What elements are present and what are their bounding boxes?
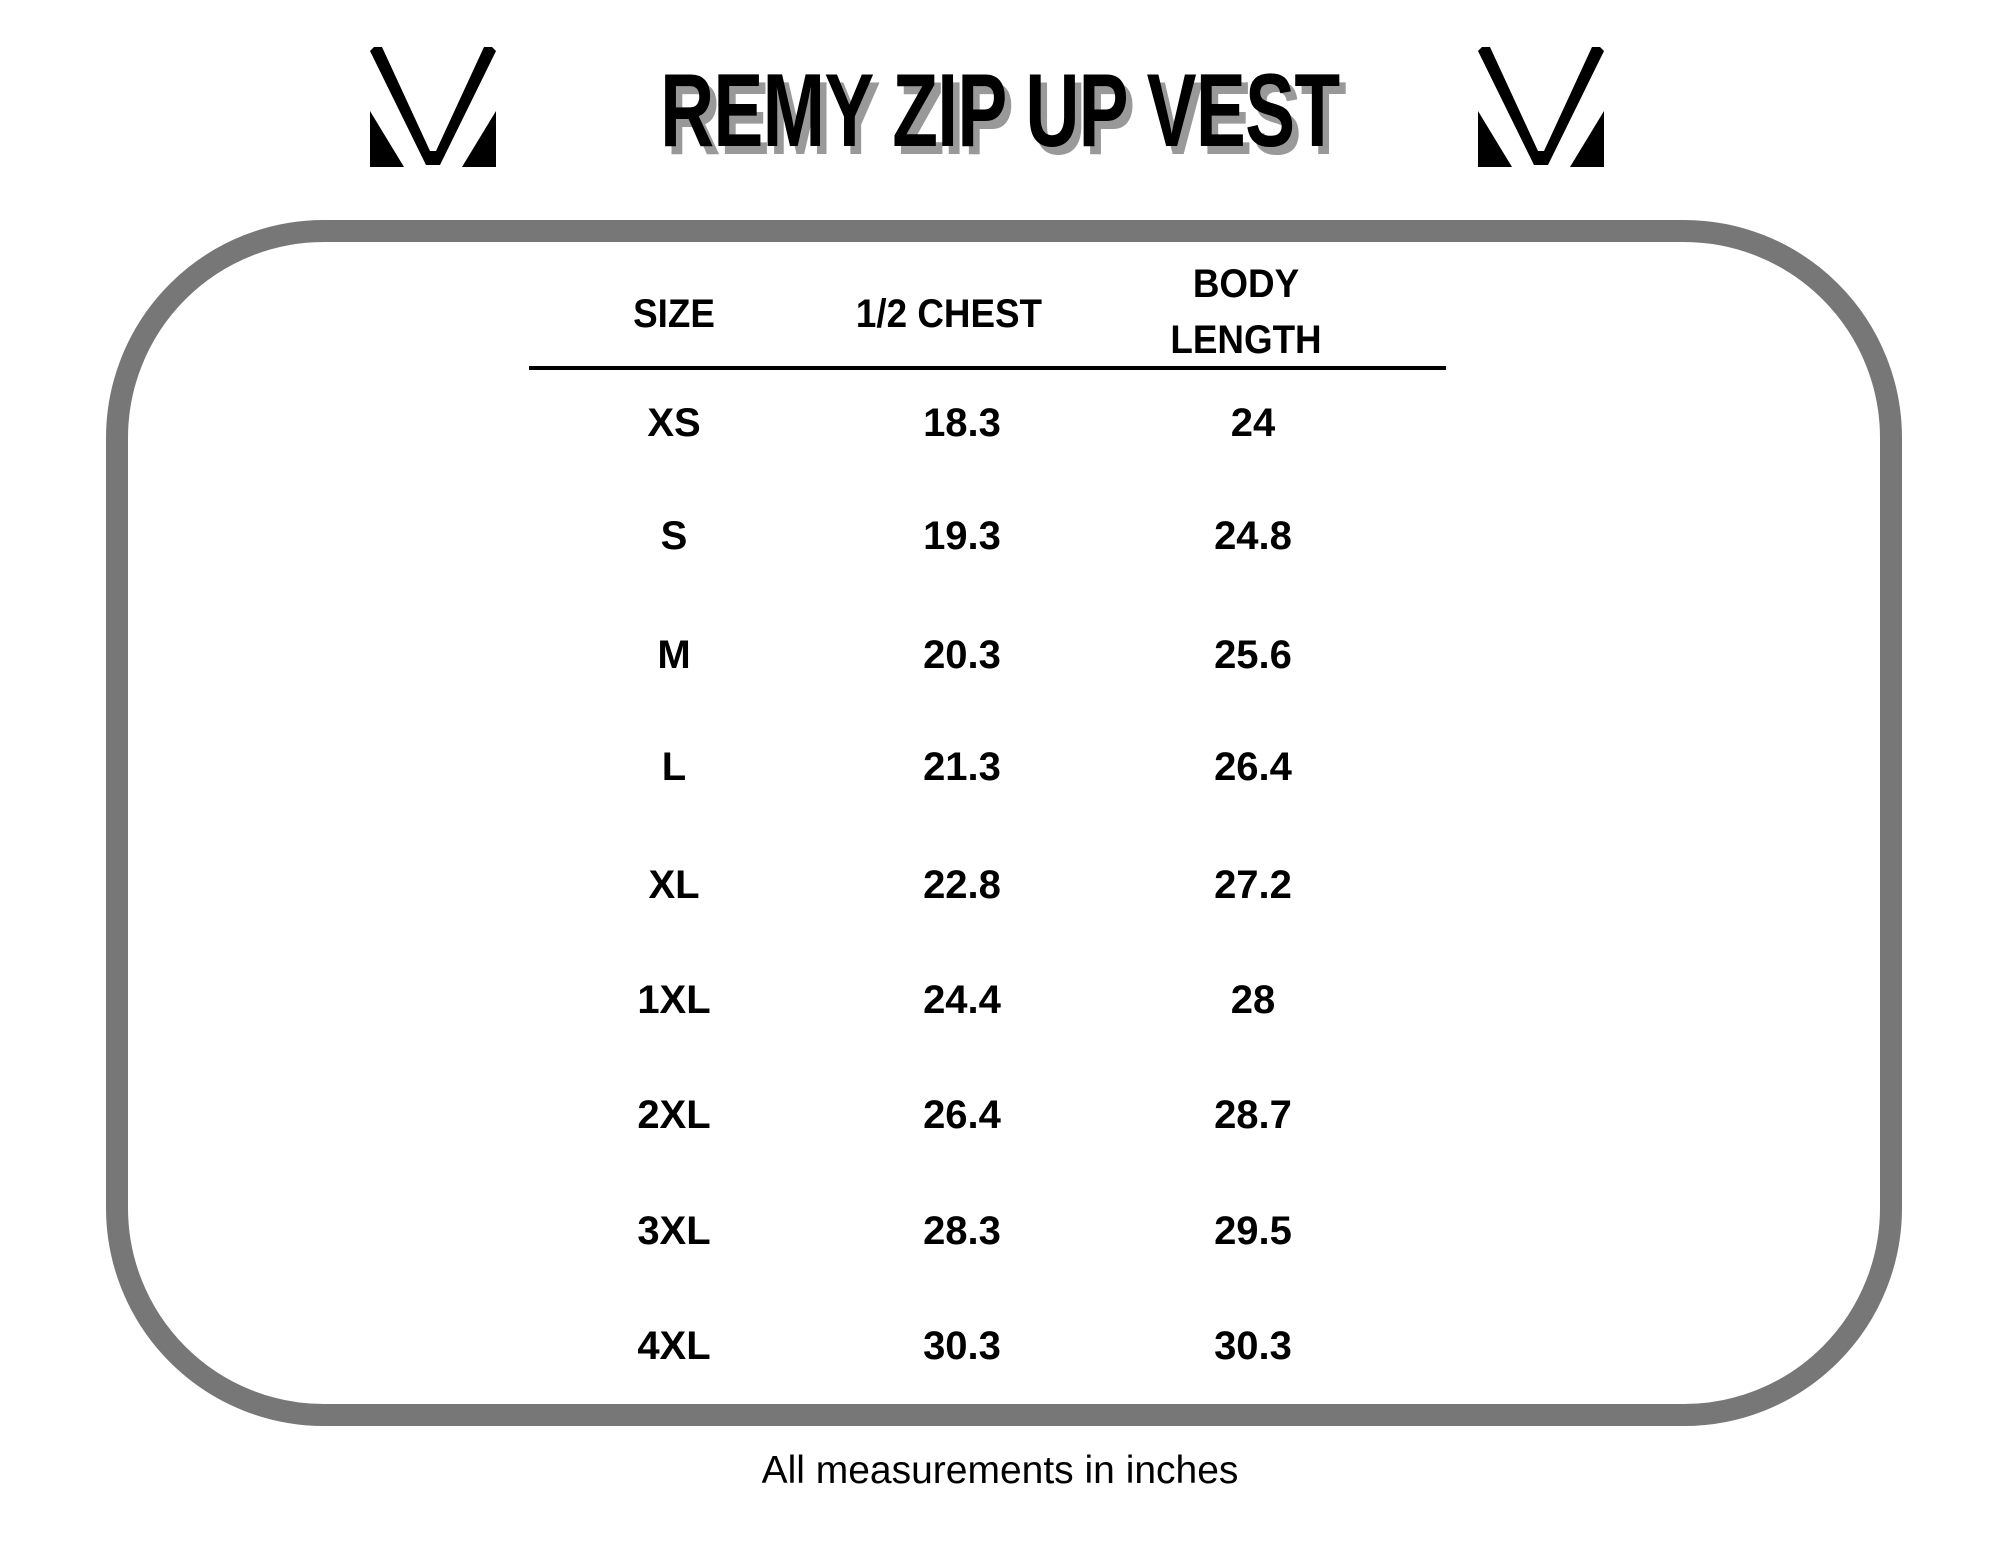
table-cell-chest: 28.3 — [923, 1209, 1001, 1253]
table-cell-size: L — [661, 745, 687, 789]
table-cell-size: XS — [647, 401, 701, 445]
table-cell-body: 26.4 — [1214, 745, 1292, 789]
header-body-line2: LENGTH — [1170, 318, 1322, 362]
title-text: REMY ZIP UP VEST — [660, 53, 1340, 169]
table-cell-chest: 21.3 — [923, 745, 1001, 789]
table-cell-body: 28.7 — [1214, 1093, 1292, 1137]
table-cell-size: XL — [648, 863, 700, 907]
table-cell-chest: 26.4 — [923, 1093, 1001, 1137]
table-cell-size: S — [660, 514, 688, 558]
table-cell-size: 3XL — [637, 1209, 711, 1253]
table-cell-body: 28 — [1230, 978, 1276, 1022]
header-divider — [529, 366, 1446, 370]
footer-note: All measurements in inches — [761, 1449, 1239, 1492]
table-cell-chest: 20.3 — [923, 633, 1001, 677]
page-title: REMY ZIP UP VEST — [0, 56, 2000, 166]
header-chest: 1/2 CHEST — [855, 292, 1043, 336]
table-cell-size: 2XL — [637, 1093, 711, 1137]
table-cell-body: 30.3 — [1214, 1324, 1292, 1368]
table-cell-chest: 22.8 — [923, 863, 1001, 907]
header-size: SIZE — [633, 292, 715, 336]
table-cell-body: 29.5 — [1214, 1209, 1292, 1253]
table-cell-body: 24.8 — [1214, 514, 1292, 558]
brand-logo-icon — [370, 47, 496, 167]
table-cell-size: 4XL — [637, 1324, 711, 1368]
header-body-line1: BODY — [1192, 262, 1300, 306]
table-cell-chest: 18.3 — [923, 401, 1001, 445]
table-cell-size: M — [657, 633, 691, 677]
table-cell-body: 25.6 — [1214, 633, 1292, 677]
table-cell-chest: 30.3 — [923, 1324, 1001, 1368]
table-cell-chest: 19.3 — [923, 514, 1001, 558]
table-cell-size: 1XL — [637, 978, 711, 1022]
table-cell-body: 24 — [1230, 401, 1276, 445]
size-chart-frame — [106, 220, 1902, 1426]
table-cell-chest: 24.4 — [923, 978, 1001, 1022]
brand-logo-icon — [1478, 47, 1604, 167]
table-cell-body: 27.2 — [1214, 863, 1292, 907]
